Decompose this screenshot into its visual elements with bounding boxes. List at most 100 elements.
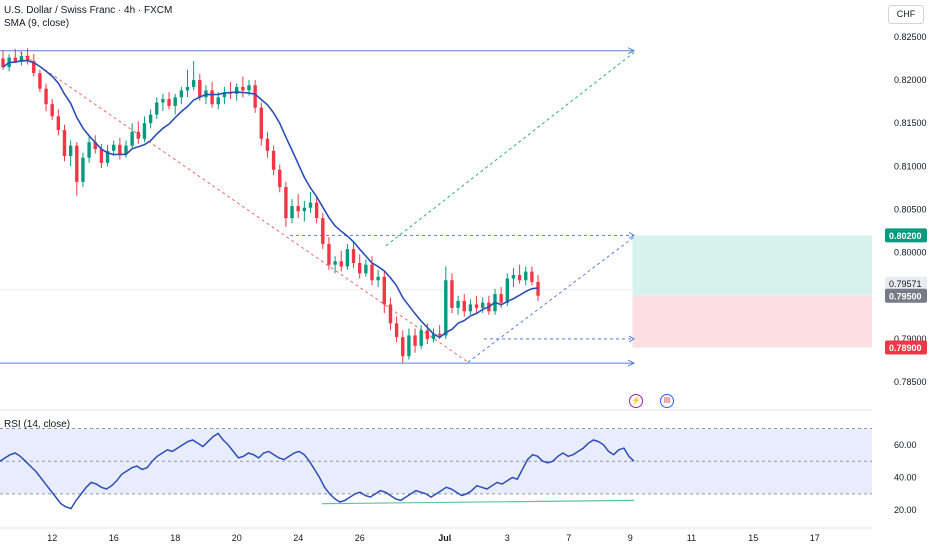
time-tick-label: 16	[109, 533, 119, 543]
price-tick-label: 0.82000	[894, 75, 927, 85]
price-tick-label: 0.78500	[894, 377, 927, 387]
time-tick-label: 17	[810, 533, 820, 543]
candle-body	[222, 92, 227, 98]
candle-body	[468, 304, 473, 312]
time-tick-label: 7	[566, 533, 571, 543]
candle-body	[474, 304, 479, 308]
candle-body	[505, 278, 509, 303]
candle-body	[112, 144, 116, 151]
candle-body	[462, 300, 466, 312]
projection-upper-arrow	[628, 231, 635, 239]
entry-price-label-bg	[885, 288, 927, 303]
candle-body	[481, 302, 485, 308]
candle-body	[124, 145, 128, 155]
candle-body	[431, 333, 436, 339]
time-tick-label: 9	[628, 533, 633, 543]
rsi-tick-label: 20.00	[894, 505, 917, 515]
blue-dashed-diagonal-lower	[467, 236, 635, 363]
candle-body	[327, 243, 331, 265]
candle-body	[198, 80, 202, 98]
candle-body	[155, 102, 159, 115]
projection-lower-arrow	[628, 335, 635, 343]
price-tick-label: 0.80000	[894, 248, 927, 258]
candle-body	[13, 57, 17, 62]
green-dashed-diagonal-upper	[385, 52, 635, 247]
candle-body	[259, 107, 263, 139]
candle-body	[173, 97, 177, 106]
rsi-divergence-line	[321, 499, 635, 505]
candle-body	[425, 330, 430, 339]
candle-body	[105, 150, 110, 163]
candle-body	[394, 323, 399, 338]
candle-body	[265, 138, 270, 151]
candle-body	[499, 294, 503, 303]
candle-body	[1, 58, 5, 68]
candle-body	[401, 337, 405, 357]
price-tick-label: 0.81000	[894, 161, 927, 171]
candle-body	[235, 86, 239, 94]
candle-body	[314, 202, 319, 219]
candle-body	[191, 80, 196, 87]
candle-body	[284, 187, 288, 219]
candle-body	[142, 123, 147, 139]
stop-price-label: 0.78900	[889, 343, 922, 353]
target-price-label-bg	[885, 228, 927, 243]
candle-body	[271, 150, 276, 170]
time-tick-label: 12	[47, 533, 57, 543]
candle-body	[179, 90, 184, 98]
sma-line	[2, 59, 539, 339]
candle-body	[118, 144, 122, 155]
candle-body	[130, 131, 134, 146]
candle-body	[56, 116, 61, 131]
candle-body	[302, 207, 307, 212]
candle-body	[19, 55, 24, 62]
candle-body	[50, 104, 54, 117]
candle-body	[32, 61, 36, 74]
sma-indicator-label[interactable]: SMA (9, close)	[4, 18, 70, 29]
candle-body	[388, 304, 393, 324]
candle-body	[321, 218, 325, 244]
lightning-icon[interactable]: ⚡	[629, 394, 643, 408]
candle-body	[136, 131, 140, 139]
candle-body	[68, 145, 73, 156]
candle-body	[376, 276, 380, 281]
candle-body	[308, 202, 313, 208]
candle-body	[419, 330, 423, 346]
candle-body	[25, 55, 30, 62]
candle-body	[536, 281, 540, 296]
candle-body	[450, 280, 454, 308]
rsi-tick-label: 60.00	[894, 440, 917, 450]
candle-body	[382, 276, 386, 305]
candle-body	[278, 169, 282, 188]
price-tick-label: 0.81500	[894, 118, 927, 128]
candle-body	[339, 261, 343, 267]
time-tick-label: 15	[748, 533, 758, 543]
candle-body	[437, 333, 442, 336]
current-price-label: 0.79571	[889, 279, 922, 289]
symbol-title: U.S. Dollar / Swiss Franc · 4h · FXCM	[4, 5, 173, 16]
stop-price-label-bg	[885, 340, 927, 355]
candle-body	[517, 275, 522, 281]
rsi-indicator-label[interactable]: RSI (14, close)	[4, 419, 71, 430]
long-loss-zone	[632, 295, 872, 348]
candle-body	[511, 275, 516, 279]
entry-price-label: 0.79500	[889, 291, 922, 301]
rsi-band	[0, 428, 872, 494]
long-profit-zone	[632, 235, 872, 296]
time-tick-label: Jul	[438, 533, 451, 543]
bottom-trendline-arrow	[627, 359, 636, 367]
us-flag-icon[interactable]: ▤	[660, 394, 674, 408]
time-tick-label: 26	[355, 533, 365, 543]
candle-body	[87, 142, 91, 158]
rsi-line	[0, 432, 635, 510]
currency-button[interactable]: CHF	[888, 5, 924, 24]
candle-body	[44, 88, 48, 105]
candle-body	[345, 249, 350, 267]
candle-body	[161, 99, 165, 103]
candle-body	[413, 335, 417, 346]
candle-body	[216, 97, 220, 105]
time-tick-label: 24	[293, 533, 303, 543]
candle-body	[148, 114, 153, 124]
